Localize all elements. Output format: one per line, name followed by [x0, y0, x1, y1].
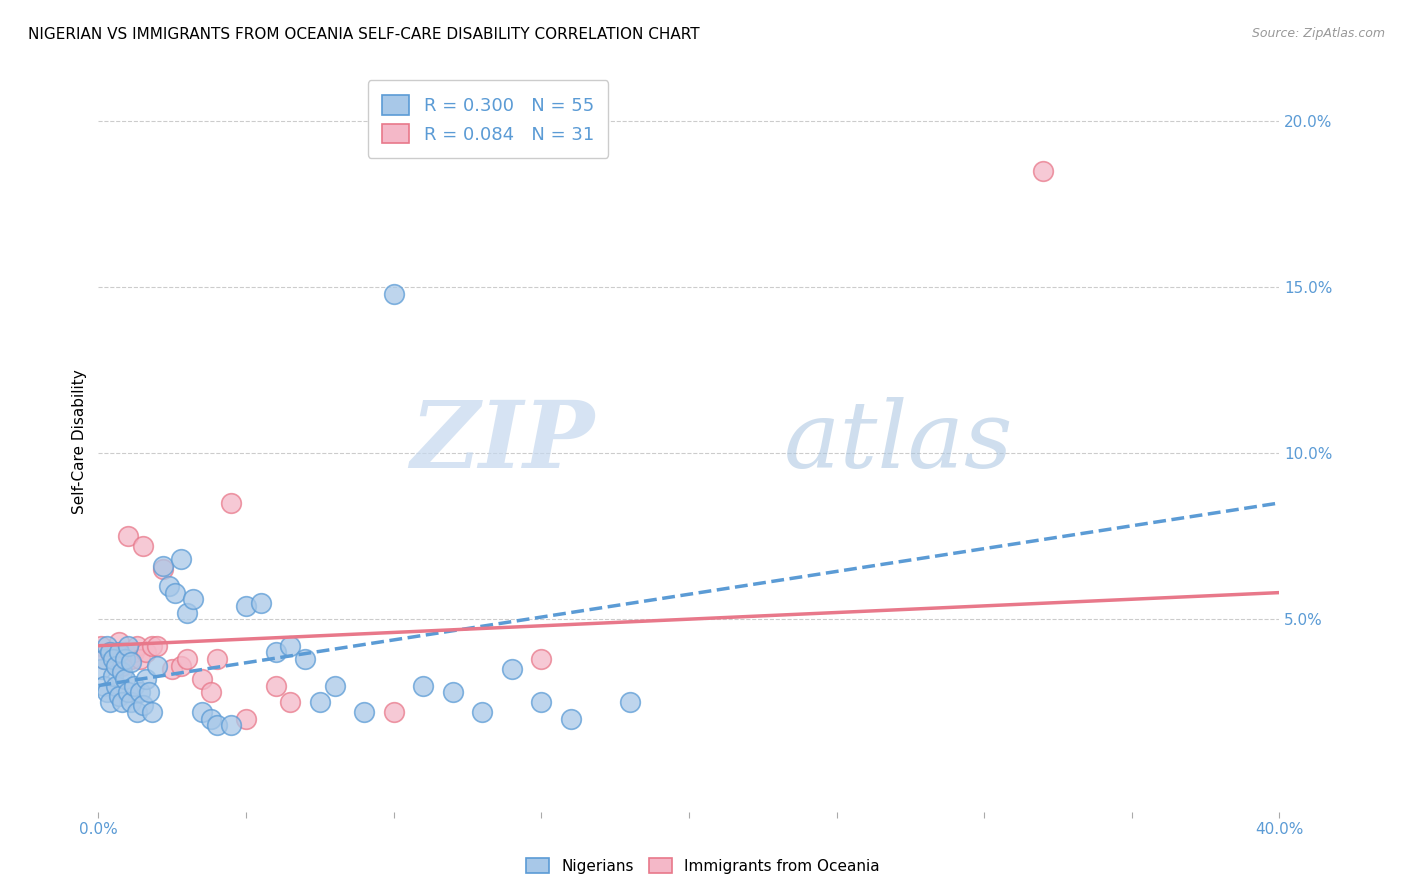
Point: [90, 662, 112, 676]
Point: [96, 639, 118, 653]
Point: [132, 539, 155, 553]
Y-axis label: Self-Care Disability: Self-Care Disability: [72, 369, 87, 514]
Point: [128, 685, 150, 699]
Point: [122, 679, 145, 693]
Point: [122, 645, 145, 659]
Point: [382, 286, 405, 301]
Point: [105, 645, 128, 659]
Point: [181, 592, 204, 607]
Point: [98, 645, 121, 659]
Point: [111, 665, 134, 680]
Point: [530, 695, 553, 709]
Point: [280, 639, 302, 653]
Point: [132, 698, 155, 713]
Point: [114, 652, 136, 666]
Point: [176, 652, 198, 666]
Point: [205, 652, 228, 666]
Point: [117, 685, 139, 699]
Point: [200, 712, 222, 726]
Point: [93, 652, 115, 666]
Point: [120, 695, 142, 709]
Point: [108, 635, 131, 649]
Point: [353, 705, 375, 719]
Point: [205, 718, 228, 732]
Point: [176, 606, 198, 620]
Text: ZIP: ZIP: [411, 397, 595, 486]
Point: [235, 712, 257, 726]
Point: [141, 705, 163, 719]
Point: [93, 652, 115, 666]
Point: [530, 652, 553, 666]
Point: [309, 695, 332, 709]
Point: [560, 712, 582, 726]
Point: [170, 552, 193, 566]
Point: [165, 585, 187, 599]
Point: [146, 658, 169, 673]
Point: [619, 695, 641, 709]
Point: [264, 679, 287, 693]
Point: [1032, 164, 1054, 178]
Point: [108, 689, 131, 703]
Point: [323, 679, 346, 693]
Point: [250, 596, 273, 610]
Point: [191, 705, 214, 719]
Point: [191, 672, 214, 686]
Text: NIGERIAN VS IMMIGRANTS FROM OCEANIA SELF-CARE DISABILITY CORRELATION CHART: NIGERIAN VS IMMIGRANTS FROM OCEANIA SELF…: [28, 27, 700, 42]
Point: [412, 679, 434, 693]
Point: [120, 652, 142, 666]
Point: [114, 672, 136, 686]
Point: [157, 579, 180, 593]
Point: [501, 662, 523, 676]
Point: [111, 695, 134, 709]
Point: [200, 685, 222, 699]
Point: [170, 658, 193, 673]
Point: [103, 652, 125, 666]
Point: [152, 559, 174, 574]
Point: [141, 639, 163, 653]
Point: [117, 639, 139, 653]
Point: [264, 645, 287, 659]
Point: [96, 685, 118, 699]
Point: [105, 679, 128, 693]
Legend: Nigerians, Immigrants from Oceania: Nigerians, Immigrants from Oceania: [520, 852, 886, 880]
Point: [280, 695, 302, 709]
Point: [125, 639, 148, 653]
Point: [103, 652, 125, 666]
Point: [152, 562, 174, 576]
Point: [90, 639, 112, 653]
Point: [382, 705, 405, 719]
Point: [135, 672, 157, 686]
Point: [125, 705, 148, 719]
Point: [138, 685, 160, 699]
Point: [120, 656, 142, 670]
Text: atlas: atlas: [783, 397, 1012, 486]
Point: [235, 599, 257, 613]
Point: [294, 652, 316, 666]
Point: [221, 718, 243, 732]
Point: [114, 645, 136, 659]
Point: [441, 685, 464, 699]
Point: [471, 705, 494, 719]
Point: [117, 529, 139, 543]
Point: [98, 645, 121, 659]
Point: [98, 695, 121, 709]
Legend: R = 0.300   N = 55, R = 0.084   N = 31: R = 0.300 N = 55, R = 0.084 N = 31: [368, 80, 609, 158]
Point: [105, 658, 128, 673]
Point: [108, 645, 131, 659]
Point: [146, 639, 169, 653]
Point: [128, 652, 150, 666]
Point: [103, 668, 125, 682]
Point: [221, 496, 243, 510]
Text: Source: ZipAtlas.com: Source: ZipAtlas.com: [1251, 27, 1385, 40]
Point: [93, 679, 115, 693]
Point: [162, 662, 183, 676]
Point: [135, 645, 157, 659]
Point: [111, 658, 134, 673]
